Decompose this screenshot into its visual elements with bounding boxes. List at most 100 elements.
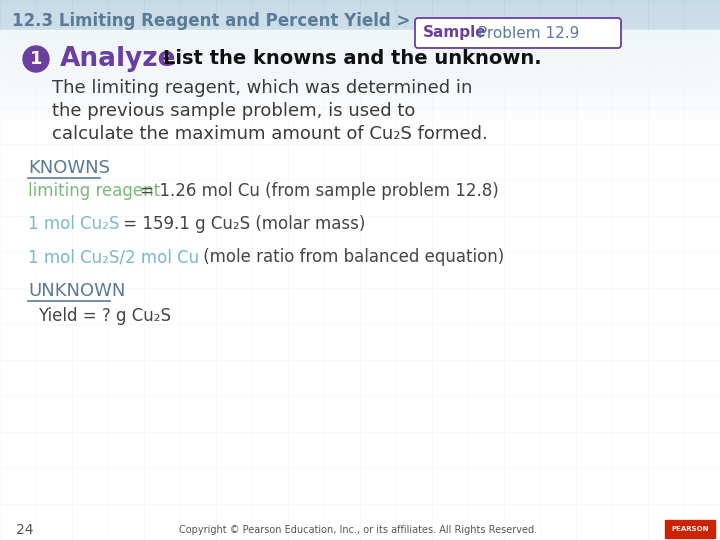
Bar <box>0 417 720 418</box>
Bar <box>0 344 720 345</box>
Bar <box>0 135 720 136</box>
Bar <box>0 180 720 181</box>
Bar <box>0 114 720 115</box>
Bar <box>0 162 720 163</box>
Bar <box>0 409 720 410</box>
Bar <box>0 49 720 50</box>
Bar <box>0 476 720 477</box>
Bar <box>0 468 720 469</box>
Bar <box>0 52 720 53</box>
Bar <box>0 328 720 329</box>
Bar <box>0 293 720 294</box>
Bar <box>0 131 720 132</box>
Bar <box>0 71 720 72</box>
Bar <box>0 481 720 482</box>
Bar <box>0 282 720 283</box>
Bar <box>0 175 720 176</box>
Bar <box>0 74 720 75</box>
Bar <box>0 101 720 102</box>
Bar <box>0 70 720 71</box>
Bar <box>0 507 720 508</box>
Bar <box>0 125 720 126</box>
Bar <box>0 304 720 305</box>
Bar <box>0 534 720 535</box>
Bar <box>0 166 720 167</box>
Bar <box>0 171 720 172</box>
Bar <box>0 387 720 388</box>
Bar <box>0 295 720 296</box>
Bar <box>0 132 720 133</box>
Bar <box>0 396 720 397</box>
Bar <box>0 229 720 230</box>
Text: = 1.26 mol Cu (from sample problem 12.8): = 1.26 mol Cu (from sample problem 12.8) <box>135 182 499 200</box>
Bar <box>0 149 720 150</box>
Bar <box>0 8 720 9</box>
Bar <box>0 90 720 91</box>
Bar <box>0 478 720 479</box>
Bar <box>0 0 720 1</box>
Bar <box>0 25 720 26</box>
Bar <box>0 423 720 424</box>
Bar <box>0 453 720 454</box>
Bar <box>0 506 720 507</box>
Bar <box>0 384 720 385</box>
Bar <box>0 365 720 366</box>
Bar <box>0 531 720 532</box>
Bar <box>0 472 720 473</box>
Bar <box>0 456 720 457</box>
Bar <box>0 142 720 143</box>
Bar <box>0 152 720 153</box>
Bar <box>0 326 720 327</box>
Bar <box>0 501 720 502</box>
Bar <box>0 61 720 62</box>
Bar <box>0 136 720 137</box>
Bar <box>0 268 720 269</box>
Text: the previous sample problem, is used to: the previous sample problem, is used to <box>52 102 415 120</box>
Bar <box>0 454 720 455</box>
Bar <box>0 62 720 63</box>
Bar <box>0 513 720 514</box>
Bar <box>0 404 720 405</box>
Bar <box>0 289 720 290</box>
Bar <box>0 518 720 519</box>
Bar <box>0 449 720 450</box>
Bar <box>0 290 720 291</box>
Bar <box>0 43 720 44</box>
Bar <box>0 428 720 429</box>
Bar <box>0 343 720 344</box>
Bar <box>0 291 720 292</box>
Bar <box>0 390 720 391</box>
Bar <box>0 111 720 112</box>
Bar <box>0 452 720 453</box>
Bar <box>0 38 720 39</box>
Bar <box>0 308 720 309</box>
Bar <box>0 448 720 449</box>
Bar <box>0 85 720 86</box>
Bar <box>0 323 720 324</box>
Bar <box>0 347 720 348</box>
Bar <box>0 184 720 185</box>
Bar <box>0 244 720 245</box>
Bar <box>0 419 720 420</box>
Bar <box>0 138 720 139</box>
Bar <box>0 484 720 485</box>
Bar <box>0 331 720 332</box>
Text: (mole ratio from balanced equation): (mole ratio from balanced equation) <box>198 248 504 266</box>
Bar <box>0 314 720 315</box>
Bar <box>0 206 720 207</box>
Bar <box>0 367 720 368</box>
Bar <box>0 441 720 442</box>
Bar <box>0 31 720 32</box>
Bar <box>0 338 720 339</box>
Bar <box>0 18 720 19</box>
Bar <box>0 34 720 35</box>
Text: limiting reagent: limiting reagent <box>28 182 160 200</box>
Bar <box>0 473 720 474</box>
Bar <box>0 37 720 38</box>
Bar <box>0 362 720 363</box>
Bar <box>0 415 720 416</box>
Bar <box>0 28 720 29</box>
Bar <box>0 482 720 483</box>
Bar <box>0 327 720 328</box>
Bar <box>0 433 720 434</box>
